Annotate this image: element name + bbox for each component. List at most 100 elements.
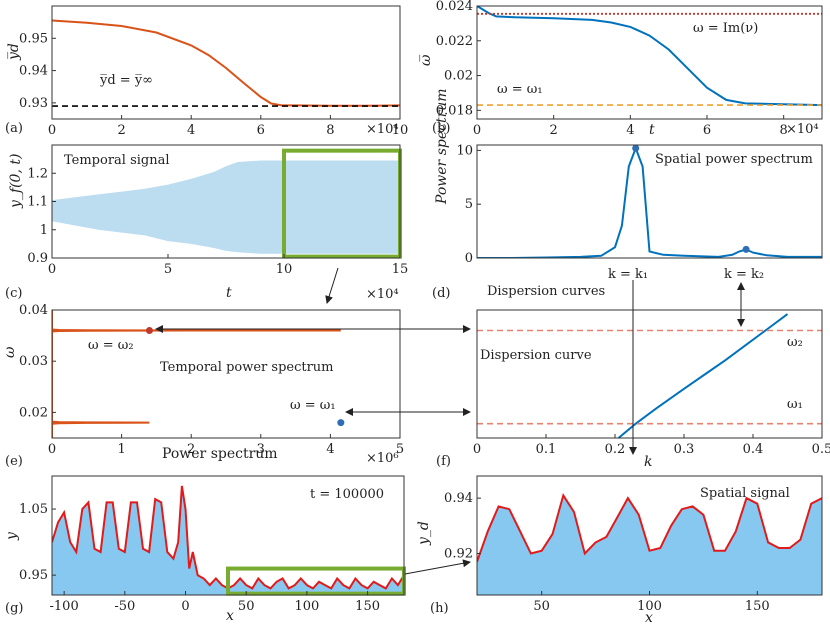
exponent-e: ×10⁶ — [366, 451, 399, 466]
panel-label-e: (e) — [5, 454, 23, 469]
xlabel-b: t — [649, 122, 655, 138]
x-tick-label: 0 — [473, 442, 481, 457]
x-tick-label: 4 — [626, 123, 634, 138]
series-line- — [477, 6, 822, 107]
panel-e: 0 1 2 3 4 5 0.02 0.03 0.04 — [19, 303, 404, 457]
exponent-c: ×10⁴ — [366, 287, 399, 302]
annotation-e: Temporal power spectrum — [160, 360, 334, 375]
x-tick-label: 2 — [117, 123, 125, 138]
ylabel-g: y — [4, 531, 20, 541]
arrow-c-to-e — [325, 267, 339, 304]
arrow-g-to-h — [404, 559, 471, 575]
y-tick-label: 1 — [40, 223, 48, 238]
annotation-d: Spatial power spectrum — [655, 152, 813, 167]
panel-label-d: (d) — [432, 286, 450, 301]
y-tick-label: 0.93 — [19, 96, 48, 111]
x-tick-label: 0.5 — [812, 442, 830, 457]
x-tick-label: 5 — [164, 262, 172, 277]
x-tick-label: 2 — [187, 442, 195, 457]
series-line-yd — [52, 19, 400, 107]
plot-area — [52, 310, 341, 438]
connector-arrows — [155, 267, 745, 575]
axes-frame — [476, 309, 823, 439]
x-tick-label: 2 — [550, 123, 558, 138]
y-tick-label: 1.05 — [19, 502, 48, 517]
marker-label-k2: k = k₂ — [724, 267, 764, 282]
x-tick-label: 0 — [48, 442, 56, 457]
panel-g: -100 -50 0 50 100 150 0.95 1.05 — [19, 475, 406, 614]
plot-area — [477, 492, 822, 595]
exponent-b: ×10⁴ — [786, 122, 819, 137]
x-tick-label: 8 — [780, 123, 788, 138]
axes-frame — [51, 309, 401, 439]
x-tick-label: 6 — [703, 123, 711, 138]
y-tick-label: 0.018 — [436, 103, 473, 118]
y-tick-label: 0.94 — [19, 64, 48, 79]
ylabel-e: ω — [2, 346, 18, 358]
panel-b: 0 2 4 6 8 0.018 0.02 0.022 0.024 — [436, 0, 823, 138]
annotation-c: Temporal signal — [64, 153, 170, 168]
x-tick-label: -50 — [114, 599, 135, 614]
panel-c: 0 5 10 15 0.9 1 1.1 1.2 — [27, 144, 408, 277]
y-tick-label: 1.2 — [27, 166, 48, 181]
panel-label-h: (h) — [430, 601, 449, 616]
peak-marker — [742, 245, 750, 253]
x-tick-label: 100 — [294, 599, 319, 614]
peak-marker — [632, 144, 640, 152]
xlabel-e: Power spectrum — [162, 446, 278, 462]
marker-label-omega2: ω = ω₂ — [88, 338, 134, 353]
y-tick-label: 0 — [465, 251, 473, 266]
annotation-b-omega1: ω = ω₁ — [497, 82, 543, 97]
marker-label-k1: k = k₁ — [608, 267, 648, 282]
ylabel-a: y̅d — [6, 43, 22, 61]
annotation-f-curve: Dispersion curve — [480, 348, 592, 363]
x-tick-label: 100 — [637, 599, 662, 614]
x-tick-label: 150 — [745, 599, 770, 614]
x-tick-label: 0.3 — [674, 442, 695, 457]
x-tick-label: 1 — [117, 442, 125, 457]
x-tick-label: -100 — [50, 599, 79, 614]
y-tick-label: 0.022 — [436, 34, 473, 49]
series-line-dispersion — [617, 313, 789, 438]
panel-label-a: (a) — [5, 121, 23, 136]
series-line-y — [52, 485, 404, 590]
y-tick-label: 0.04 — [19, 303, 48, 318]
series-line-yd — [477, 492, 822, 563]
axes-frame — [476, 5, 823, 120]
y-tick-label: 0.95 — [19, 31, 48, 46]
x-tick-label: 8 — [326, 123, 334, 138]
y-tick-label: 0.92 — [444, 546, 473, 561]
y-tick-label: 1.1 — [27, 195, 48, 210]
panel-f: 0 0.1 0.2 0.3 0.4 0.5 — [473, 309, 830, 457]
plot-area — [52, 19, 400, 107]
y-tick-label: 0.95 — [19, 568, 48, 583]
area-fill — [52, 485, 404, 595]
annotation-h: Spatial signal — [700, 486, 790, 501]
y-tick-label: 0.02 — [19, 405, 48, 420]
axes-frame — [476, 144, 823, 259]
y-tick-label: 0.9 — [27, 251, 48, 266]
x-tick-label: 4 — [326, 442, 334, 457]
annotation-f-curves: Dispersion curves — [487, 284, 605, 299]
ylabel-c: y_f(0, t) — [8, 154, 24, 209]
x-tick-label: 0.4 — [743, 442, 764, 457]
panel-label-b: (b) — [432, 121, 450, 136]
annotation-a: y̅d = y̅∞ — [99, 73, 153, 88]
area-fill — [477, 495, 822, 595]
x-tick-label: 150 — [355, 599, 380, 614]
y-tick-label: 0.024 — [436, 0, 473, 14]
y-tick-label: 5 — [465, 197, 473, 212]
signal-envelope — [52, 160, 400, 254]
peak-marker — [337, 419, 345, 427]
ylabel-d: Power spectrum — [434, 88, 450, 205]
y-tick-label: 0.94 — [444, 491, 473, 506]
xlabel-c: t — [226, 285, 232, 301]
x-tick-label: 10 — [392, 123, 409, 138]
x-tick-label: 0.1 — [536, 442, 557, 457]
x-tick-label: 50 — [533, 599, 550, 614]
x-tick-label: 10 — [276, 262, 293, 277]
panel-label-f: (f) — [436, 454, 451, 469]
ylabel-b: ω̅ — [418, 54, 434, 66]
exponent-a: ×10⁴ — [366, 122, 399, 137]
